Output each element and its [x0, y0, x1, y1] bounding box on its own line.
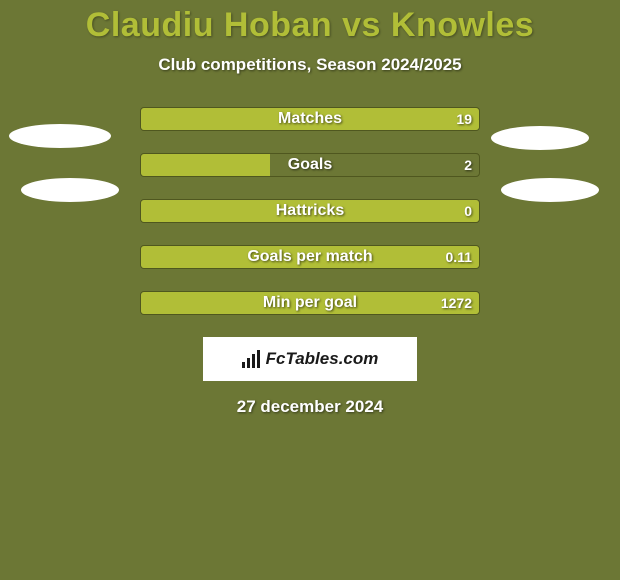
- brand-text: FcTables.com: [266, 349, 379, 369]
- decorative-ellipse: [21, 178, 119, 202]
- subtitle: Club competitions, Season 2024/2025: [0, 55, 620, 75]
- stat-bar-fill: [141, 292, 480, 314]
- decorative-ellipse: [501, 178, 599, 202]
- decorative-ellipse: [9, 124, 111, 148]
- stat-bar-row: Goals2: [0, 153, 620, 177]
- stat-bar-track: [140, 199, 480, 223]
- stat-bar-fill: [141, 154, 270, 176]
- date-text: 27 december 2024: [0, 397, 620, 417]
- stat-bar-row: Min per goal1272: [0, 291, 620, 315]
- stat-bar-row: Goals per match0.11: [0, 245, 620, 269]
- stat-bar-row: Hattricks0: [0, 199, 620, 223]
- stat-bar-track: [140, 245, 480, 269]
- page-title: Claudiu Hoban vs Knowles: [0, 0, 620, 45]
- stat-bar-track: [140, 107, 480, 131]
- stat-bar-fill: [141, 246, 480, 268]
- stat-bar-track: [140, 153, 480, 177]
- decorative-ellipse: [491, 126, 589, 150]
- brand-badge: FcTables.com: [203, 337, 417, 381]
- stat-bar-fill: [141, 200, 480, 222]
- stat-bar-fill: [141, 108, 480, 130]
- stat-bar-track: [140, 291, 480, 315]
- bars-icon: [242, 350, 260, 368]
